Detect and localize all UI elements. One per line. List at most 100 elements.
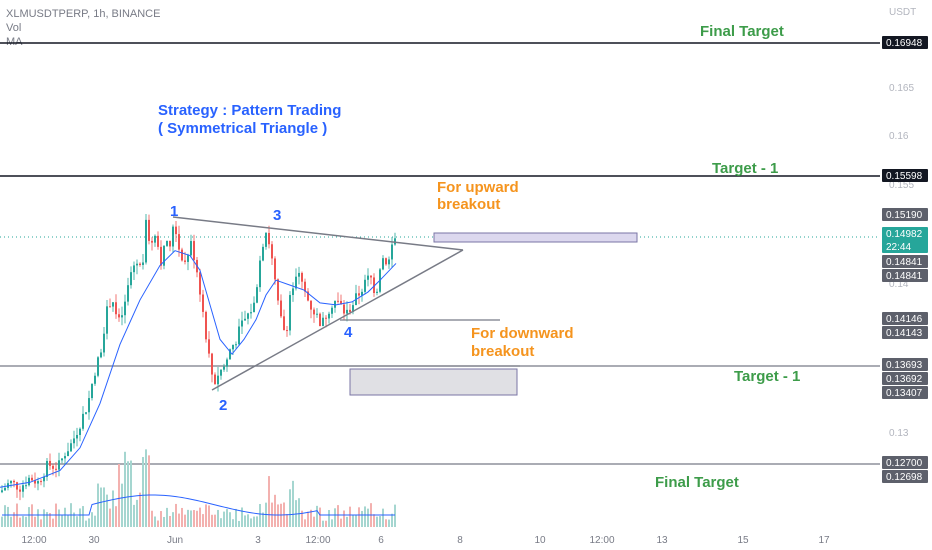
candle-body xyxy=(385,258,387,265)
volume-bar xyxy=(115,506,117,527)
y-tick-0130: 0.13 xyxy=(889,428,909,439)
candle-body xyxy=(244,318,246,321)
candle-body xyxy=(70,443,72,452)
candle-body xyxy=(280,300,282,317)
volume-bar xyxy=(121,483,123,527)
volume-bar xyxy=(160,511,162,527)
downward-breakout-line2[interactable]: breakout xyxy=(471,343,534,360)
point-4-label[interactable]: 4 xyxy=(344,324,353,341)
volume-bar xyxy=(298,498,300,527)
price-label-value: 0.15598 xyxy=(886,171,923,182)
volume-bar xyxy=(259,504,261,527)
candle-body xyxy=(145,219,147,263)
volume-bar xyxy=(331,519,333,527)
upward-target-box[interactable] xyxy=(433,232,638,243)
price-label-box xyxy=(882,326,928,339)
time-axis[interactable]: 12:00 30 Jun 3 12:00 6 8 10 12:00 13 15 17 xyxy=(21,535,830,546)
volume-bar xyxy=(220,518,222,527)
volume-bar xyxy=(46,512,48,527)
volume-bar xyxy=(277,504,279,527)
vol-indicator-label[interactable]: Vol xyxy=(6,22,21,34)
candle-body xyxy=(136,263,138,266)
volume-bar xyxy=(352,515,354,527)
price-label-value: 0.12700 xyxy=(886,458,923,469)
point-3-label[interactable]: 3 xyxy=(273,207,281,224)
candle-body xyxy=(25,485,27,487)
x-tick-label: Jun xyxy=(167,535,183,546)
volume-bar xyxy=(169,515,171,527)
candle-body xyxy=(205,311,207,340)
volume-bar xyxy=(34,516,36,527)
triangle-upper-line[interactable] xyxy=(172,216,464,251)
candle-body xyxy=(319,313,321,327)
candle-body xyxy=(130,272,132,286)
volume-bar xyxy=(64,507,66,527)
volume-bar xyxy=(187,509,189,527)
volume-bar xyxy=(49,513,51,527)
point-2-label[interactable]: 2 xyxy=(219,397,227,414)
strategy-label-line1[interactable]: Strategy : Pattern Trading xyxy=(158,102,341,119)
candle-body xyxy=(1,490,3,493)
volume-bar xyxy=(79,508,81,527)
y-tick-0160: 0.16 xyxy=(889,131,909,142)
volume-bar xyxy=(202,514,204,527)
price-label-value: 0.14841 xyxy=(886,257,923,268)
volume-bar xyxy=(373,514,375,527)
candle-body xyxy=(217,375,219,385)
volume-bar xyxy=(124,451,126,527)
volume-bar xyxy=(112,490,114,527)
strategy-label-line2[interactable]: ( Symmetrical Triangle ) xyxy=(158,120,327,137)
candle-body xyxy=(241,320,243,327)
point-1-label[interactable]: 1 xyxy=(170,203,178,220)
candle-body xyxy=(211,353,213,375)
volume-bar xyxy=(337,505,339,527)
candle-body xyxy=(247,313,249,319)
volume-bar xyxy=(340,518,342,527)
candle-body xyxy=(262,246,264,261)
candle-body xyxy=(115,302,117,315)
downward-target-box[interactable] xyxy=(349,368,518,396)
price-label-box xyxy=(882,456,928,469)
volume-bar xyxy=(58,509,60,527)
moving-average-line xyxy=(0,250,397,488)
volume-bar xyxy=(181,507,183,527)
candle-body xyxy=(322,317,324,327)
volume-bar xyxy=(109,508,111,527)
downward-breakout-line1[interactable]: For downward xyxy=(471,325,574,342)
upward-breakout-line2[interactable]: breakout xyxy=(437,196,500,213)
volume-bar xyxy=(142,457,144,527)
target-1-bottom-label[interactable]: Target - 1 xyxy=(734,368,800,385)
volume-bar xyxy=(325,520,327,527)
candle-body xyxy=(298,272,300,277)
volume-bar xyxy=(361,510,363,527)
volume-bar xyxy=(133,504,135,527)
volume-bar xyxy=(13,512,15,527)
price-label-value: 0.14841 xyxy=(886,271,923,282)
volume-bar xyxy=(304,519,306,527)
candle-body xyxy=(226,359,228,367)
candle-body xyxy=(178,234,180,250)
volume-bar xyxy=(358,507,360,527)
volume-bar xyxy=(328,510,330,527)
volume-bar xyxy=(97,483,99,527)
ma-indicator-label[interactable]: MA xyxy=(6,36,23,48)
candle-body xyxy=(358,293,360,296)
volume-bar xyxy=(148,455,150,527)
price-label-value: 0.13407 xyxy=(886,388,923,399)
candle-body xyxy=(73,438,75,444)
volume-bar xyxy=(208,505,210,527)
volume-bar xyxy=(67,514,69,527)
volume-bar xyxy=(292,480,294,527)
candle-body xyxy=(4,487,6,491)
final-target-bottom-label[interactable]: Final Target xyxy=(655,474,739,491)
final-target-top-label[interactable]: Final Target xyxy=(700,23,784,40)
candle-body xyxy=(91,383,93,399)
candle-body xyxy=(127,285,129,302)
volume-bar xyxy=(28,507,30,527)
candle-body xyxy=(343,304,345,314)
triangle-lower-line[interactable] xyxy=(211,249,464,391)
volume-bar xyxy=(217,509,219,527)
target-1-top-label[interactable]: Target - 1 xyxy=(712,160,778,177)
upward-breakout-line1[interactable]: For upward xyxy=(437,179,519,196)
